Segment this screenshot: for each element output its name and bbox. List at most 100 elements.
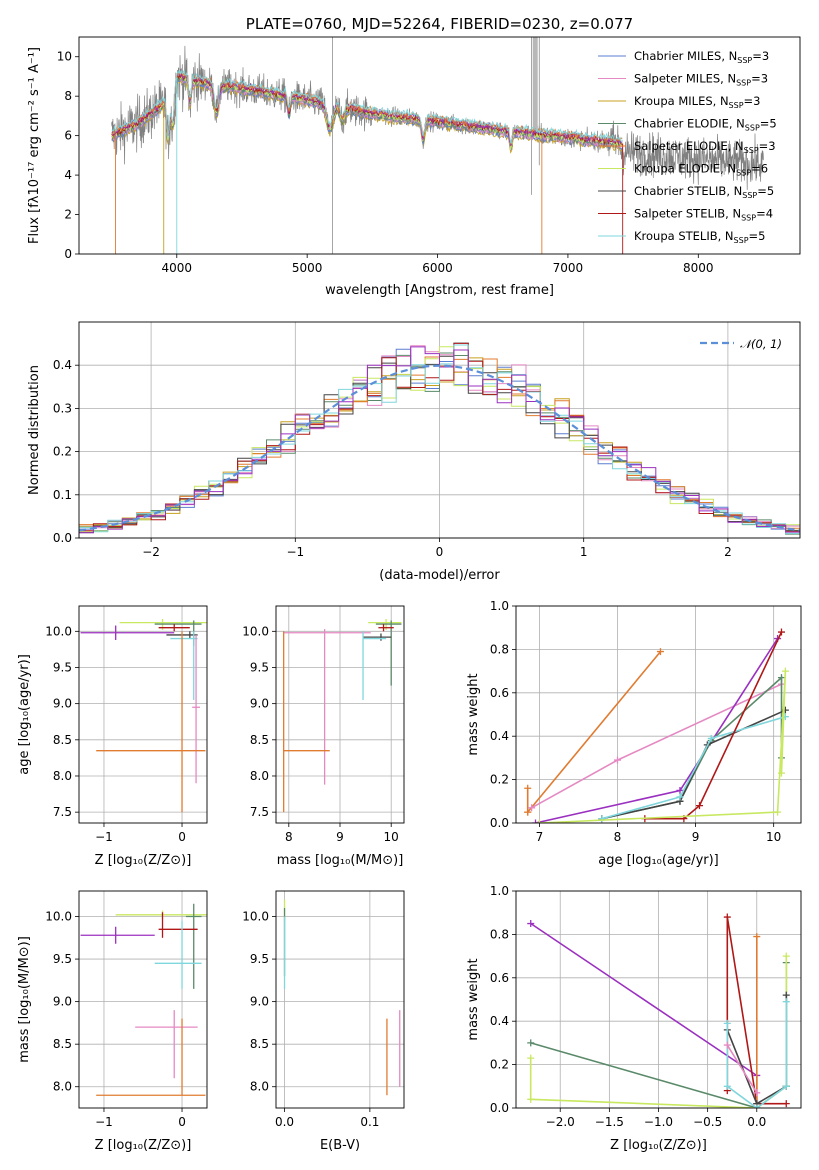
age_vs_Z-frame (78, 605, 208, 824)
weight_vs_age-ytick-label: 0.4 (490, 729, 509, 743)
weight_vs_Z-marker (723, 1082, 731, 1090)
spectrum-model-line (111, 70, 623, 144)
weight_vs_age-xtick-label: 10 (766, 830, 781, 844)
mass_vs_Z-frame (78, 890, 208, 1109)
weight_vs_age-xlabel: age [log₁₀(age/yr)] (598, 853, 719, 868)
legend-entry-label: Chabrier MILES, NSSP=3 (634, 49, 769, 65)
legend-entry-label: Salpeter ELODIE, NSSP=3 (634, 139, 776, 155)
mass_vs_Z-xlabel: Z [log₁₀(Z/Z⊙)] (95, 1138, 192, 1153)
legend-entry-sub: SSP (737, 56, 752, 65)
legend-entry-value: =4 (756, 207, 773, 221)
spectrum-model-line (111, 72, 623, 146)
age_vs_mass-ytick-label: 10.0 (242, 624, 269, 638)
mass_vs_Z-ytick-label: 8.0 (53, 1080, 72, 1094)
weight_vs_Z-marker (782, 1082, 790, 1090)
weight_vs_age-marker (656, 648, 664, 656)
age_vs_mass-ytick-label: 8.5 (250, 733, 269, 747)
mass_vs_Z-errorbar-point (158, 912, 198, 938)
age_vs_Z-ytick-label: 9.0 (53, 697, 72, 711)
weight_vs_age-marker (524, 808, 532, 816)
legend-entry-sub: SSP (729, 101, 744, 110)
age_vs_Z-ylabel: age [log₁₀(age/yr)] (17, 654, 32, 775)
age_vs_Z-xtick-label: −1 (95, 830, 113, 844)
weight_vs_Z-xtick-label: −1.0 (644, 1115, 673, 1129)
legend-entry-value: =3 (759, 139, 776, 153)
weight_vs_Z-marker (527, 1054, 535, 1062)
residuals-ylabel: Normed distribution (27, 365, 42, 495)
weight_vs_Z-marker (782, 991, 790, 999)
legend-normal-label: 𝒩(0, 1) (740, 337, 782, 351)
weight_vs_age-marker (774, 808, 782, 816)
spectrum-ylabel: Flux [fλ10⁻¹⁷ erg cm⁻² s⁻¹ A⁻¹] (27, 47, 42, 244)
legend-entry-label: Salpeter STELIB, NSSP=4 (634, 207, 773, 223)
weight_vs_age-ytick-label: 0.6 (490, 686, 509, 700)
weight_vs_age-ylabel: mass weight (466, 673, 481, 755)
spectrum-ytick-label: 4 (64, 168, 72, 182)
weight_vs_Z-ytick-label: 0.4 (490, 1014, 509, 1028)
spectrum-frame (78, 36, 801, 255)
weight_vs_age-marker (614, 756, 622, 764)
spectrum-ytick-label: 10 (57, 50, 72, 64)
legend-entry-sub: SSP (742, 191, 757, 200)
weight_vs_age-marker (781, 667, 789, 675)
weight_vs_age-series-line (527, 651, 662, 813)
weight_vs_age-series-line (531, 683, 782, 809)
age_vs_mass-ytick-label: 9.5 (250, 660, 269, 674)
residuals-ytick-label: 0.1 (53, 488, 72, 502)
residuals-xtick-label: −1 (286, 545, 304, 559)
residuals-xtick-label: 1 (580, 545, 588, 559)
age_vs_Z-ytick-label: 7.5 (53, 805, 72, 819)
age_vs_mass-errorbar-point (283, 629, 371, 785)
weight_vs_Z-xtick-label: −2.0 (546, 1115, 575, 1129)
weight_vs_Z-ytick-label: 0.2 (490, 1058, 509, 1072)
residuals-ytick-label: 0.0 (53, 531, 72, 545)
residuals-xtick-label: 2 (724, 545, 732, 559)
age_vs_mass-errorbar-point (378, 624, 394, 632)
weight_vs_Z-ytick-label: 1.0 (490, 884, 509, 898)
weight_vs_age-series-line (601, 715, 786, 820)
age_vs_Z-ytick-label: 9.5 (53, 660, 72, 674)
spectrum-xtick-label: 6000 (422, 261, 453, 275)
legend-entry-label: Kroupa ELODIE, NSSP=6 (634, 162, 768, 178)
legend-entry-value: =5 (749, 229, 766, 243)
weight_vs_age-xtick-label: 8 (614, 830, 622, 844)
mass_vs_Z-xtick-label: −1 (95, 1115, 113, 1129)
age_vs_mass-xtick-label: 9 (336, 830, 344, 844)
legend-entry-value: =3 (751, 72, 768, 86)
residuals-xlabel: (data-model)/error (379, 568, 500, 583)
legend-entry-sub: SSP (745, 124, 760, 133)
weight_vs_Z-xtick-label: 0.0 (747, 1115, 766, 1129)
spectrum-ytick-label: 6 (64, 129, 72, 143)
mass_vs_EBV-frame (275, 890, 405, 1109)
age_vs_mass-grid (276, 606, 404, 823)
legend-entry-value: =3 (744, 94, 761, 108)
weight_vs_age-ytick-label: 0.2 (490, 773, 509, 787)
spectrum-model-line (111, 79, 623, 154)
mass_vs_Z-ylabel: mass [log₁₀(M/M⊙)] (17, 936, 32, 1063)
weight_vs_Z-marker (723, 913, 731, 921)
age_vs_Z-xlabel: Z [log₁₀(Z/Z⊙)] (95, 853, 192, 868)
mass_vs_EBV-ytick-label: 9.0 (250, 995, 269, 1009)
weight_vs_age-marker (676, 786, 684, 794)
weight_vs_Z-xtick-label: −0.5 (693, 1115, 722, 1129)
spectrum-xtick-label: 4000 (162, 261, 193, 275)
age_vs_mass-xtick-label: 8 (285, 830, 293, 844)
age_vs_Z-ytick-label: 8.0 (53, 769, 72, 783)
age_vs_Z-errorbar-point (96, 631, 206, 813)
mass_vs_EBV-ytick-label: 8.0 (250, 1080, 269, 1094)
mass_vs_Z-errorbar-point (96, 1018, 206, 1096)
weight_vs_Z-ytick-label: 0.6 (490, 971, 509, 985)
weight_vs_age-xtick-label: 7 (536, 830, 544, 844)
mass_vs_Z-errorbar-point (185, 903, 202, 989)
age_vs_mass-errorbar-point (283, 631, 330, 813)
mass_vs_EBV-xtick-label: 0.0 (275, 1115, 294, 1129)
mass_vs_Z-ytick-label: 9.0 (53, 995, 72, 1009)
weight_vs_age-marker (676, 793, 684, 801)
weight_vs_Z-marker (527, 1095, 535, 1103)
mass_vs_EBV-grid (276, 891, 404, 1108)
weight_vs_Z-xlabel: Z [log₁₀(Z/Z⊙)] (610, 1138, 707, 1153)
spectrum-ytick-label: 2 (64, 208, 72, 222)
mass_vs_Z-ytick-label: 8.5 (53, 1037, 72, 1051)
spectrum-ytick-label: 0 (64, 247, 72, 261)
age_vs_Z-errorbar-point (192, 634, 200, 784)
